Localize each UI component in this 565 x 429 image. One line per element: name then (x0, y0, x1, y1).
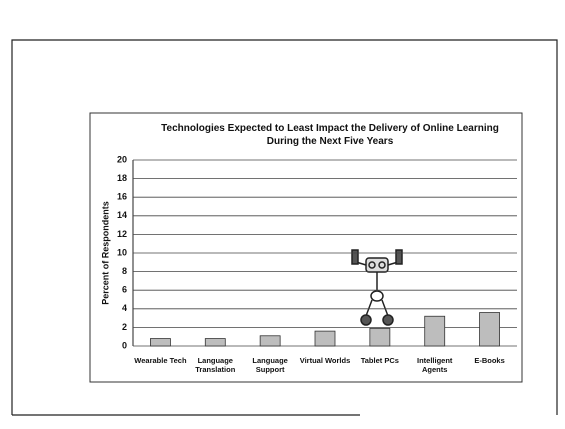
y-tick-label: 6 (122, 285, 127, 295)
x-tick-label: Language Translation (195, 356, 236, 374)
y-tick-label: 20 (117, 154, 127, 164)
chart-frame (89, 112, 523, 383)
outer-frame (11, 39, 558, 415)
y-tick-label: 4 (122, 303, 127, 313)
x-tick-label: Language Support (252, 356, 288, 374)
y-tick-label: 10 (117, 247, 127, 257)
x-tick-label: Wearable Tech (134, 356, 187, 365)
robot-clipart (351, 249, 403, 326)
y-tick-label: 0 (122, 340, 127, 350)
y-tick-label: 2 (122, 322, 127, 332)
bar (259, 335, 281, 347)
bar (369, 327, 391, 347)
y-tick-label: 14 (117, 210, 127, 220)
bar (204, 338, 226, 347)
bar (314, 330, 336, 347)
x-tick-label: Intelligent Agents (416, 356, 453, 374)
x-tick-label: Virtual Worlds (299, 356, 351, 365)
y-tick-label: 18 (117, 173, 127, 183)
bar (479, 312, 500, 347)
y-tick-label: 16 (117, 192, 127, 202)
bar (150, 338, 171, 347)
chart-title: Technologies Expected to Least Impact th… (161, 123, 499, 147)
y-tick-label: 8 (122, 266, 127, 276)
y-tick-label: 12 (117, 229, 127, 239)
x-tick-label: Tablet PCs (360, 356, 399, 365)
y-axis-label: Percent of Respondents (100, 201, 110, 305)
bar (424, 315, 446, 347)
x-tick-label: E-Books (474, 356, 505, 365)
